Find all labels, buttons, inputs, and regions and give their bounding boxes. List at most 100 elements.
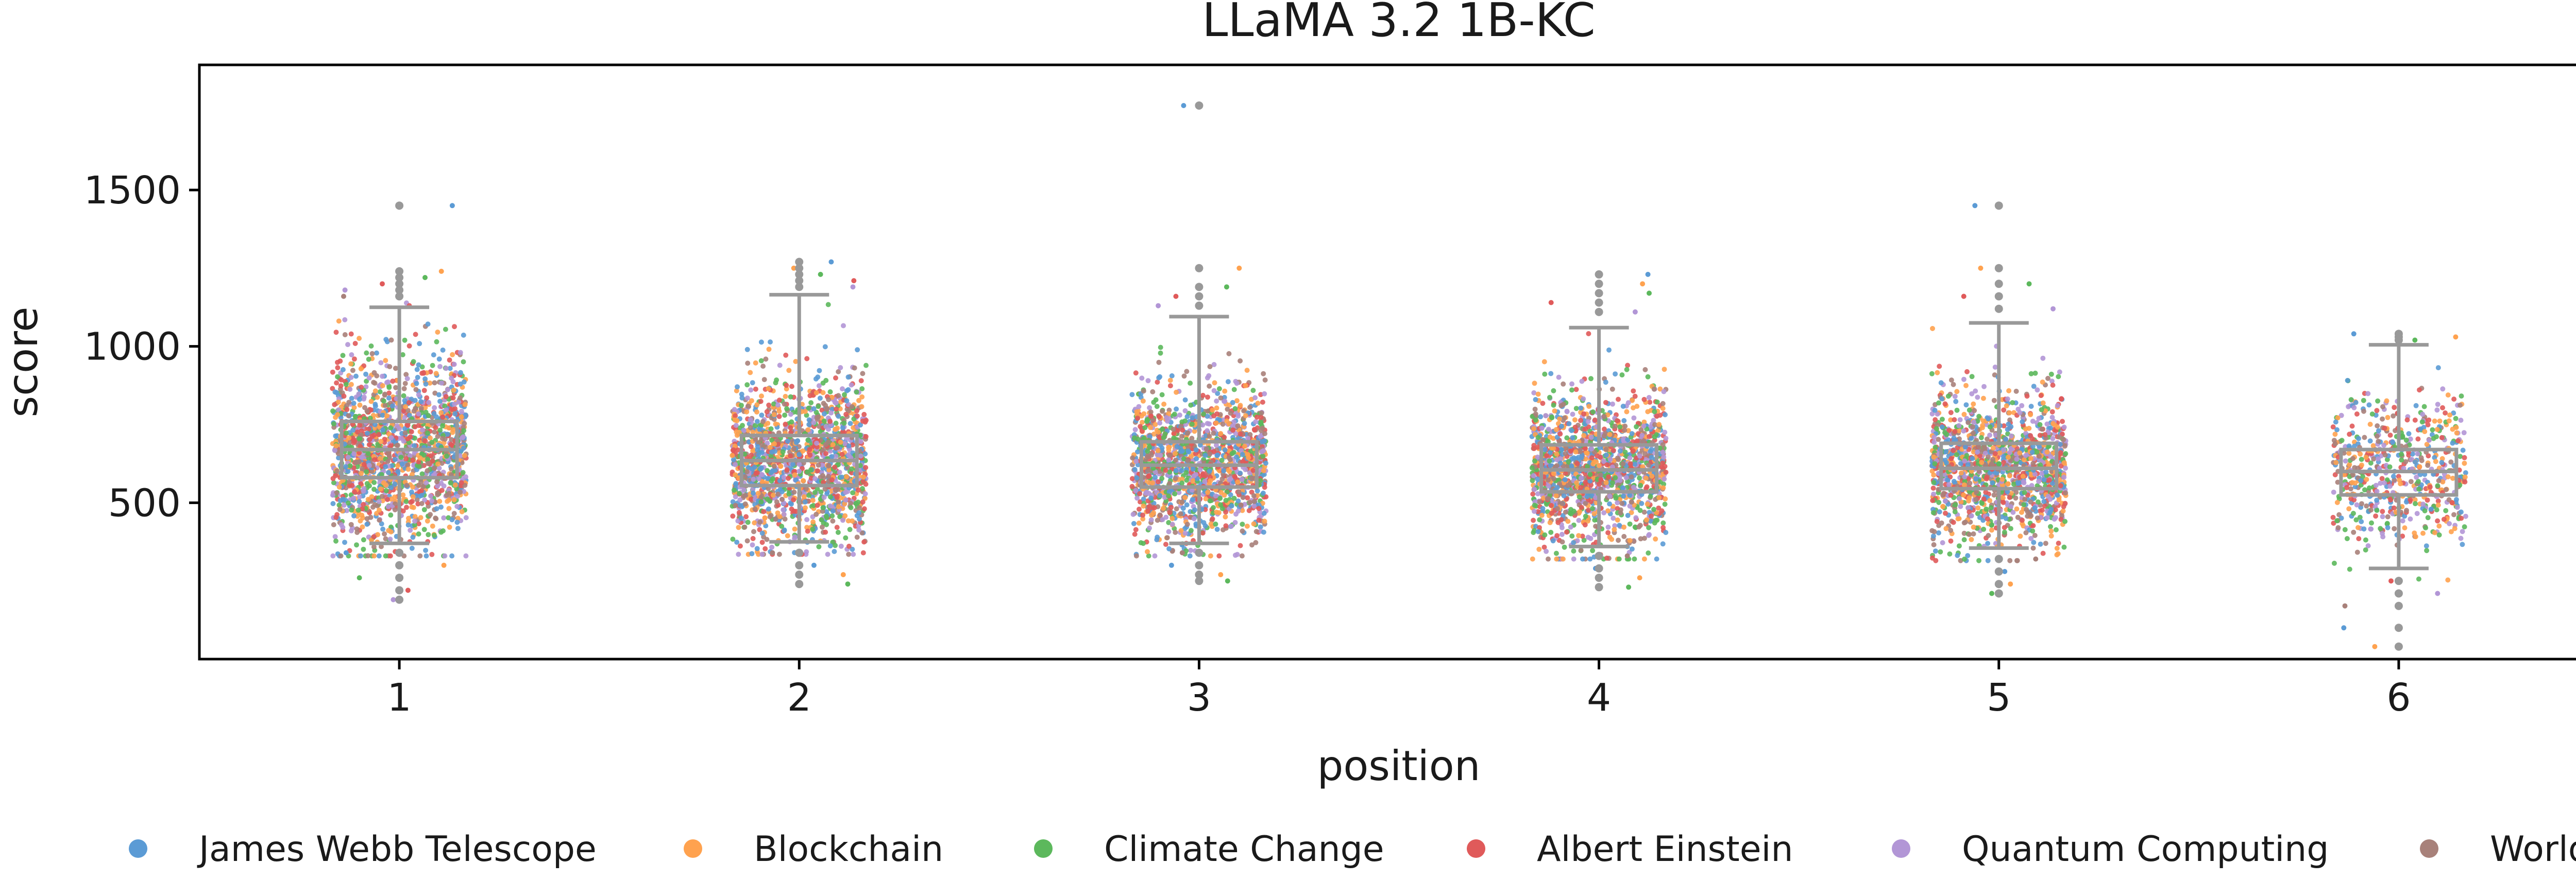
strip-point	[843, 535, 849, 541]
strip-point	[426, 400, 432, 405]
strip-point	[1559, 531, 1565, 537]
strip-point	[1158, 344, 1163, 350]
strip-point	[819, 407, 825, 413]
strip-point	[412, 435, 417, 441]
strip-point	[736, 525, 741, 530]
strip-point	[1251, 503, 1257, 509]
strip-point	[771, 463, 777, 469]
strip-point	[438, 268, 444, 274]
strip-point	[440, 423, 445, 429]
strip-point	[416, 531, 421, 537]
strip-point	[806, 493, 811, 498]
strip-point	[461, 359, 466, 365]
strip-point	[750, 448, 756, 454]
strip-point	[350, 368, 355, 373]
strip-point	[829, 513, 835, 519]
strip-point	[432, 405, 437, 410]
strip-point	[859, 386, 865, 391]
strip-point	[856, 487, 861, 493]
strip-point	[377, 517, 382, 523]
strip-point	[397, 426, 402, 432]
strip-point	[439, 460, 445, 466]
strip-point	[749, 551, 755, 557]
strip-point	[807, 447, 812, 453]
strip-point	[1129, 392, 1135, 398]
strip-point	[451, 361, 457, 367]
strip-point	[378, 360, 384, 366]
strip-point	[750, 536, 756, 541]
strip-point	[456, 399, 462, 405]
strip-point	[810, 519, 816, 525]
strip-point	[1134, 409, 1140, 415]
strip-point	[1222, 399, 1228, 404]
strip-point	[386, 395, 392, 401]
strip-point	[1174, 406, 1179, 412]
strip-point	[1228, 524, 1234, 529]
strip-point	[353, 373, 359, 379]
strip-point	[335, 374, 341, 379]
strip-point	[1255, 401, 1261, 406]
strip-point	[375, 503, 380, 509]
strip-point	[364, 350, 369, 356]
strip-point	[745, 520, 751, 525]
strip-point	[366, 442, 372, 447]
strip-point	[1249, 542, 1255, 548]
strip-point	[1185, 448, 1191, 454]
strip-point	[840, 517, 845, 523]
strip-point	[1207, 468, 1212, 474]
strip-point	[1260, 400, 1265, 405]
strip-point	[842, 392, 847, 398]
strip-point	[438, 410, 444, 416]
strip-point	[386, 390, 392, 396]
strip-point	[1146, 473, 1152, 478]
strip-point	[357, 336, 362, 341]
strip-point	[409, 545, 415, 551]
strip-point	[1218, 572, 1224, 577]
strip-point	[1261, 371, 1266, 376]
strip-point	[1179, 480, 1185, 486]
strip-point	[331, 522, 336, 527]
strip-point	[425, 430, 430, 436]
strip-point	[358, 553, 363, 559]
strip-point	[1147, 504, 1153, 509]
strip-point	[765, 468, 770, 473]
strip-point	[442, 403, 448, 409]
strip-point	[840, 425, 845, 430]
strip-point	[863, 434, 869, 439]
strip-point	[782, 412, 788, 418]
strip-point	[824, 406, 829, 412]
strip-point	[1214, 453, 1220, 458]
strip-point	[1133, 488, 1139, 493]
strip-point	[412, 443, 417, 448]
strip-point	[334, 468, 340, 474]
strip-point	[364, 430, 370, 436]
strip-point	[841, 323, 846, 329]
strip-point	[810, 526, 816, 532]
strip-point	[836, 504, 841, 509]
strip-point	[463, 474, 468, 480]
strip-point	[445, 498, 450, 504]
strip-point	[435, 484, 440, 489]
strip-point	[360, 524, 365, 530]
strip-point	[1156, 359, 1162, 365]
strip-point	[823, 529, 828, 535]
strip-point	[1225, 578, 1230, 584]
strip-point	[423, 547, 429, 553]
strip-point	[740, 423, 745, 428]
strip-point	[735, 447, 740, 453]
strip-point	[333, 433, 338, 439]
strip-point	[445, 432, 450, 437]
strip-point	[733, 472, 738, 478]
strip-point	[380, 383, 385, 388]
strip-point	[836, 413, 841, 419]
strip-point	[392, 481, 398, 487]
strip-point	[1208, 478, 1213, 484]
strip-point	[361, 462, 367, 468]
strip-point	[388, 443, 394, 448]
strip-point	[418, 405, 424, 411]
strip-point	[338, 383, 344, 389]
strip-point	[748, 417, 753, 423]
strip-point	[839, 474, 844, 480]
strip-point	[345, 469, 351, 474]
strip-point	[819, 517, 824, 523]
